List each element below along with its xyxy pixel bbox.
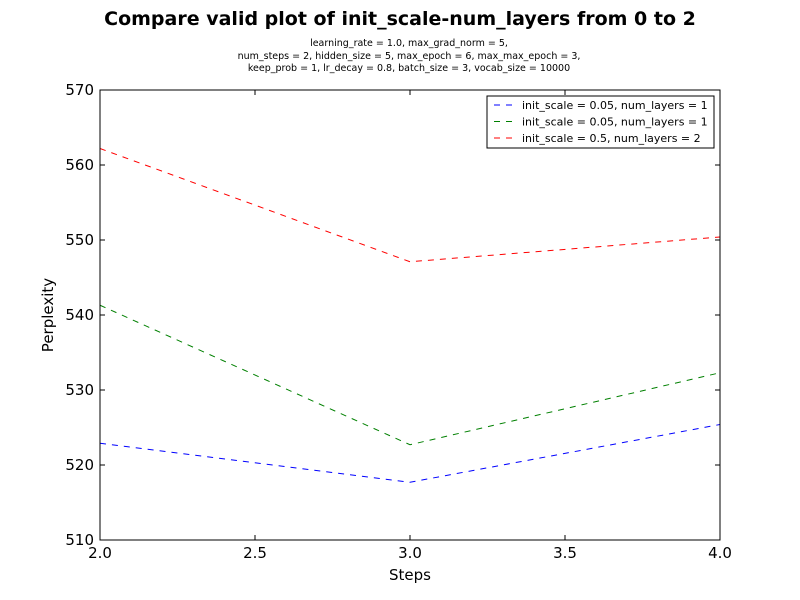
legend-box [486,95,715,149]
axis-ticks: 2.0 2.5 3.0 3.5 4.0 510 520 530 540 550 560 570 [65,81,732,562]
x-tick-label: 3.5 [553,544,577,562]
y-tick-label: 510 [65,531,94,549]
plot-area-frame [99,89,721,541]
chart-title: Compare valid plot of init_scale-num_lay… [104,8,696,30]
series-line-2 [99,304,721,446]
legend-label: init_scale = 0.05, num_layers = 1 [522,99,708,112]
y-tick-label: 570 [65,81,94,99]
series-line-3 [99,148,721,263]
x-tick-label: 2.5 [243,544,267,562]
series-line-1 [99,424,721,483]
chart-subtitle-line-3: keep_prob = 1, lr_decay = 0.8, batch_siz… [247,63,571,74]
legend-label: init_scale = 0.05, num_layers = 1 [522,116,708,129]
y-tick-label: 560 [65,156,94,174]
legend: init_scale = 0.05, num_layers = 1 init_sc… [486,95,715,149]
y-axis-label: Perplexity [39,278,57,352]
y-tick-label: 540 [65,306,94,324]
chart-subtitle-line-2: num_steps = 2, hidden_size = 5, max_epoc… [237,51,581,62]
x-tick-label: 2.0 [88,544,112,562]
x-axis-label: Steps [389,566,431,584]
x-tick-label: 4.0 [708,544,732,562]
y-tick-label: 520 [65,456,94,474]
series-lines [99,148,721,483]
y-tick-label: 530 [65,381,94,399]
legend-label: init_scale = 0.5, num_layers = 2 [522,132,701,145]
y-tick-label: 550 [65,231,94,249]
x-tick-label: 3.0 [398,544,422,562]
chart-subtitle-line-1: learning_rate = 1.0, max_grad_norm = 5, [310,38,508,49]
